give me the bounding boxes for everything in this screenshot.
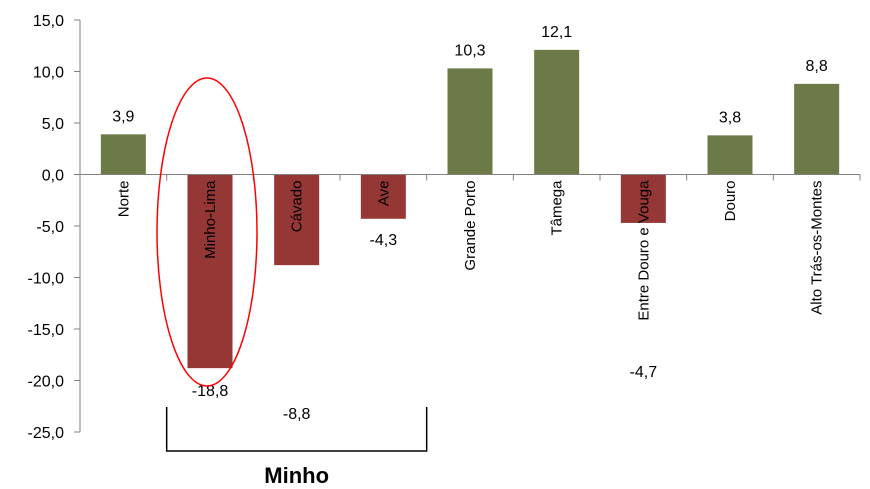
bars (100, 49, 840, 369)
category-label: Tâmega (549, 180, 566, 236)
category-label: Ave (375, 181, 392, 207)
group-bracket (165, 407, 428, 452)
group-label: Minho (264, 463, 329, 488)
y-tick-label: -10,0 (28, 271, 65, 288)
category-label: Cávado (289, 181, 306, 233)
category-label: Minho-Lima (202, 180, 219, 259)
data-label: -4,3 (370, 232, 398, 249)
data-label: 12,1 (541, 24, 572, 41)
highlight-ellipse (156, 77, 258, 387)
y-tick-label: 15,0 (33, 13, 64, 30)
bar-douro (707, 135, 753, 175)
data-labels: 3,9 -18,8 -8,8 -4,3 10,3 12,1 -4,7 3,8 8,8 (112, 24, 828, 423)
category-labels: Norte Minho-Lima Cávado Ave Grande Porto Tâme… (115, 180, 825, 321)
y-tick-label: 0,0 (42, 168, 64, 185)
category-label: Grande Porto (462, 181, 479, 271)
bar-entre-douro-e-vouga (620, 174, 666, 223)
category-label: Norte (115, 181, 132, 218)
data-label: -4,7 (630, 364, 658, 381)
bar-t-mega (534, 49, 580, 175)
data-label: 3,9 (112, 108, 134, 125)
annotations: Minho (156, 77, 428, 488)
bar-norte (100, 134, 146, 175)
y-tick-label: 10,0 (33, 65, 64, 82)
category-label: Douro (722, 181, 739, 222)
data-label: 8,8 (806, 58, 828, 75)
bar-grande-porto (447, 68, 493, 175)
data-label: -8,8 (283, 406, 311, 423)
y-tick-label: -20,0 (28, 374, 65, 391)
data-label: -18,8 (192, 383, 229, 400)
zero-baseline (79, 174, 861, 181)
bar-ave (360, 174, 406, 219)
bar-c-vado (274, 174, 320, 266)
category-label: Entre Douro e Vouga (635, 180, 652, 321)
data-label: 3,8 (719, 109, 741, 126)
y-tick-label: -25,0 (28, 425, 65, 442)
bar-alto-tr-s-os-montes (794, 83, 840, 175)
y-tick-label: -15,0 (28, 322, 65, 339)
data-label: 10,3 (454, 42, 485, 59)
bar-minho-lima (187, 174, 233, 369)
y-axis: 15,0 10,0 5,0 0,0 -5,0 -10,0 -15,0 -20,0 -25,0 (28, 13, 81, 442)
y-tick-label: 5,0 (42, 116, 64, 133)
y-tick-label: -5,0 (36, 219, 64, 236)
category-label: Alto Trás-os-Montes (809, 181, 826, 315)
